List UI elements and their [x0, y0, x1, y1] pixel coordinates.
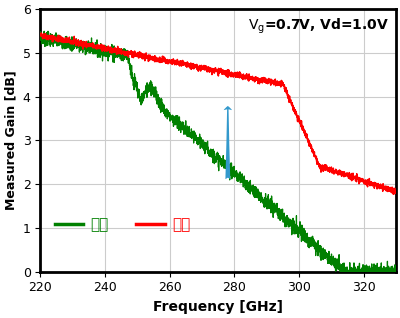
Text: 今回: 今回 — [172, 217, 190, 232]
Text: $\mathrm{V_g}$=0.7V, Vd=1.0V: $\mathrm{V_g}$=0.7V, Vd=1.0V — [248, 17, 389, 36]
Text: 従来: 従来 — [90, 217, 108, 232]
X-axis label: Frequency [GHz]: Frequency [GHz] — [153, 300, 283, 314]
Y-axis label: Measured Gain [dB]: Measured Gain [dB] — [4, 71, 17, 210]
